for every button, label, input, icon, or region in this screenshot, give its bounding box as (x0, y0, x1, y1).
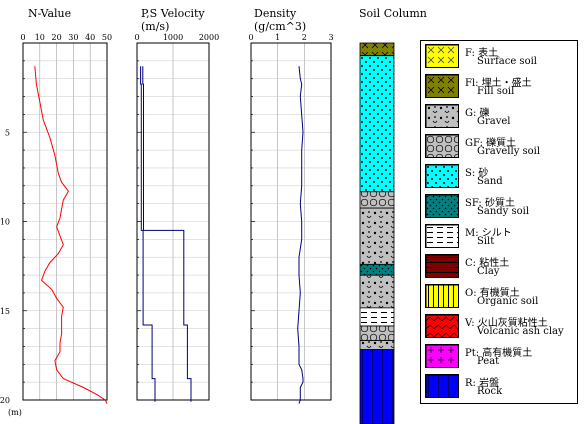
legend-label-jp: M: シルト (465, 228, 512, 239)
soil-layer-Fl (359, 42, 395, 57)
legend-label-en: Clay (477, 266, 500, 277)
x-tick-label: 0 (134, 33, 139, 42)
legend-item-g: G: 礫 Gravel (425, 104, 575, 132)
soil-layer-G (359, 340, 395, 351)
x-tick-label: 3 (328, 33, 333, 42)
legend-swatch (425, 134, 459, 158)
depth-unit-label: (m) (8, 408, 22, 417)
legend-swatch (425, 344, 459, 368)
legend-item-v: V: 火山灰質粘性土 Volcanic ash clay (425, 314, 575, 342)
x-tick-label: 2 (302, 33, 307, 42)
soil-layer-R (359, 349, 395, 424)
panel-title: P,S Velocity (141, 7, 205, 20)
legend-swatch (425, 284, 459, 308)
panel-title: Density (254, 7, 297, 20)
legend-item-o: O: 有機質土 Organic soil (425, 284, 575, 312)
legend-label-en: Organic soil (477, 296, 539, 307)
x-tick-label: 20 (52, 33, 62, 42)
legend-label-en: Silt (477, 236, 495, 247)
soil-layer-S (359, 55, 395, 193)
panel-3: Density(g/cm^3)0 1 2 3 (248, 7, 334, 404)
legend-label-jp: V: 火山灰質粘性土 (465, 318, 548, 329)
legend-label-en: Peat (477, 356, 500, 367)
panel-2: P,S Velocity(m/s)0 1000 2000 (134, 7, 219, 402)
legend-label-jp: G: 礫 (465, 108, 490, 119)
soil-layer-GF (359, 325, 395, 341)
legend-label-jp: Fl: 埋土・盛土 (465, 78, 532, 89)
depth-tick-label: 15 (0, 307, 10, 316)
soil-layer-G (359, 207, 395, 265)
legend-label-jp: C: 粘性土 (465, 258, 510, 269)
legend-swatch (425, 374, 459, 398)
depth-tick-label: 10 (0, 218, 10, 227)
soil-layer-SF (359, 263, 395, 276)
legend-swatch (425, 224, 459, 248)
legend-label-jp: GF: 礫質土 (465, 138, 517, 149)
x-tick-label: 40 (85, 33, 95, 42)
legend-label-en: Volcanic ash clay (477, 326, 564, 337)
series-line-2 (140, 66, 156, 402)
legend-label-jp: O: 有機質土 (465, 288, 520, 299)
x-tick-label: 10 (35, 33, 45, 42)
depth-tick-label: 20 (0, 396, 10, 405)
legend-swatch (425, 74, 459, 98)
legend-label-en: Gravelly soil (477, 146, 541, 157)
legend-label-jp: R: 岩盤 (465, 378, 500, 389)
legend-label-en: Fill soil (477, 86, 515, 97)
legend-swatch (425, 104, 459, 128)
legend-swatch (425, 164, 459, 188)
depth-tick-label: 5 (5, 128, 10, 137)
x-tick-label: 0 (248, 33, 253, 42)
x-tick-label: 1 (275, 33, 280, 42)
legend-item-pt: Pt: 高有機質土 Peat (425, 344, 575, 372)
series-line-1 (34, 66, 108, 404)
legend-label-en: Gravel (477, 116, 511, 127)
legend-item-s: S: 砂 Sand (425, 164, 575, 192)
panel-title: N-Value (28, 7, 71, 20)
legend-label-en: Surface soil (477, 56, 537, 67)
series-line-1 (142, 66, 192, 402)
legend-item-sf: SF: 砂質土 Sandy soil (425, 194, 575, 222)
legend-item-fl: Fl: 埋土・盛土 Fill soil (425, 74, 575, 102)
series-line-1 (297, 66, 304, 404)
legend-label-en: Sandy soil (477, 206, 530, 217)
x-tick-label: 30 (68, 33, 78, 42)
legend-swatch (425, 314, 459, 338)
soil-layer-M (359, 307, 395, 327)
legend-swatch (425, 194, 459, 218)
x-tick-label: 0 (20, 33, 25, 42)
legend-label-en: Sand (477, 176, 503, 187)
panel-1: N-Value 0 10 20 30 40 50 (20, 7, 112, 404)
legend-label-jp: SF: 砂質土 (465, 198, 515, 209)
legend-item-m: M: シルト Silt (425, 224, 575, 252)
legend-item-f: F: 表土 Surface soil (425, 44, 575, 72)
soil-layer-GF (359, 191, 395, 209)
panel-subtitle: (m/s) (141, 20, 169, 33)
legend-swatch (425, 44, 459, 68)
x-tick-label: 50 (102, 33, 112, 42)
x-tick-label: 1000 (163, 33, 183, 42)
soil-column-title: Soil Column (359, 7, 427, 20)
panel-subtitle: (g/cm^3) (254, 20, 306, 33)
legend-label-en: Rock (477, 386, 503, 397)
x-tick-label: 2000 (199, 33, 219, 42)
legend-item-r: R: 岩盤 Rock (425, 374, 575, 402)
legend-label-jp: F: 表土 (465, 48, 499, 59)
legend-label-jp: Pt: 高有機質土 (465, 348, 533, 359)
legend-item-gf: GF: 礫質土 Gravelly soil (425, 134, 575, 162)
soil-layer-G (359, 274, 395, 309)
legend-item-c: C: 粘性土 Clay (425, 254, 575, 282)
legend-label-jp: S: 砂 (465, 168, 489, 179)
legend-swatch (425, 254, 459, 278)
